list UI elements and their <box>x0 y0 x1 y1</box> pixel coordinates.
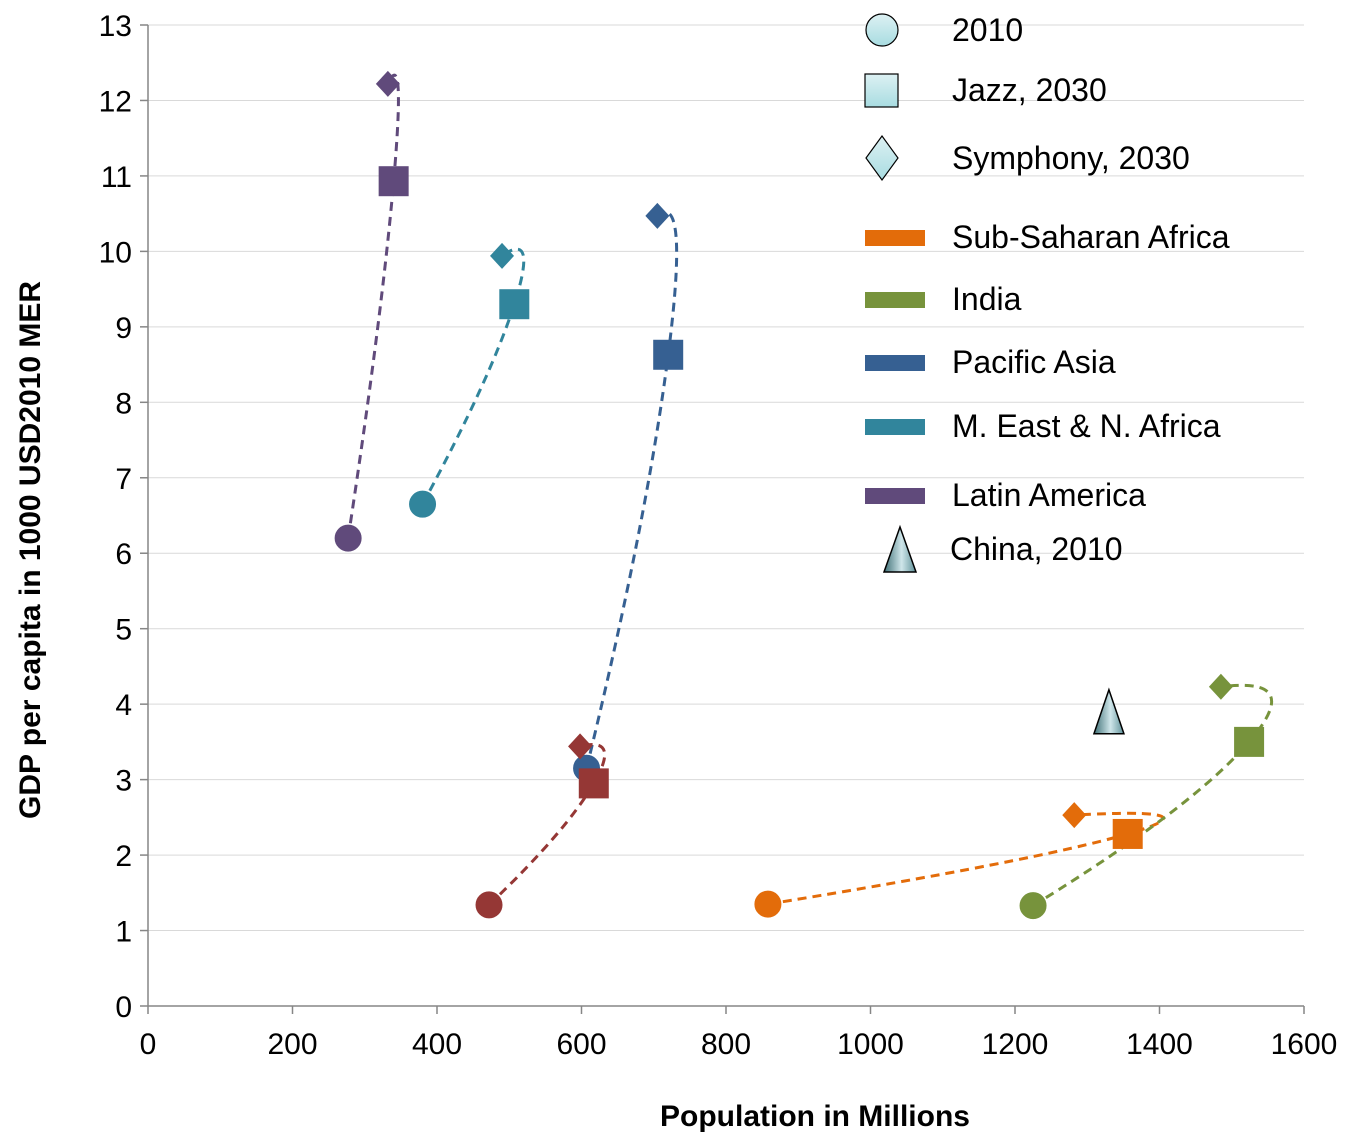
x-tick-label: 1000 <box>837 1028 904 1061</box>
legend-label: China, 2010 <box>950 531 1123 567</box>
series-connector-4 <box>346 73 400 539</box>
x-axis-title: Population in Millions <box>660 1100 970 1133</box>
legend-circle-icon <box>865 13 899 47</box>
y-tick-label: 2 <box>115 840 132 873</box>
point-symphony-2 <box>645 202 670 229</box>
x-tick-label: 200 <box>267 1028 317 1061</box>
y-tick-label: 4 <box>115 689 132 722</box>
axes <box>140 24 1305 1014</box>
y-tick-label: 12 <box>99 85 132 118</box>
series-markers <box>333 70 1265 921</box>
point-jazz-1 <box>1234 726 1265 757</box>
point-2010-5 <box>474 890 504 920</box>
x-tick-label: 1200 <box>982 1028 1049 1061</box>
y-tick-label: 0 <box>115 991 132 1024</box>
point-china-2010 <box>1092 687 1125 735</box>
y-tick-label: 1 <box>115 916 132 949</box>
point-symphony-4 <box>375 70 400 97</box>
legend-label: Latin America <box>952 477 1146 513</box>
legend: 2010 Jazz, 2030 Symphony, 2030 Sub-Saharan … <box>864 12 1230 573</box>
y-tick-label: 6 <box>115 538 132 571</box>
legend-label: Jazz, 2030 <box>952 72 1107 108</box>
y-tick-label: 8 <box>115 387 132 420</box>
point-2010-3 <box>408 489 438 519</box>
legend-label: 2010 <box>952 12 1023 48</box>
gridlines <box>148 24 1304 932</box>
y-tick-label: 10 <box>99 236 132 269</box>
point-2010-0 <box>753 889 783 919</box>
legend-square-icon <box>864 73 899 108</box>
point-2010-1 <box>1018 891 1048 921</box>
point-symphony-3 <box>490 242 515 269</box>
point-jazz-2 <box>653 339 684 370</box>
x-tick-label: 600 <box>556 1028 606 1061</box>
x-tick-label: 400 <box>412 1028 462 1061</box>
legend-label: M. East & N. Africa <box>952 408 1221 444</box>
legend-swatch-0 <box>865 230 925 246</box>
point-jazz-0 <box>1112 818 1143 849</box>
legend-label: Symphony, 2030 <box>952 140 1190 176</box>
point-symphony-1 <box>1208 673 1233 700</box>
y-tick-label: 11 <box>101 161 132 194</box>
x-tick-label: 800 <box>701 1028 751 1061</box>
series-connector-2 <box>585 210 679 769</box>
point-symphony-0 <box>1062 802 1087 829</box>
x-tick-label: 1600 <box>1271 1028 1338 1061</box>
y-tick-label: 3 <box>115 765 132 798</box>
legend-swatch-1 <box>865 292 925 308</box>
x-tick-label: 1400 <box>1126 1028 1193 1061</box>
legend-label: India <box>952 281 1022 317</box>
y-tick-label: 9 <box>115 312 132 345</box>
y-tick-label: 5 <box>115 614 132 647</box>
series-connector-0 <box>767 811 1165 906</box>
y-axis-title: GDP per capita in 1000 USD2010 MER <box>14 281 47 819</box>
legend-swatch-2 <box>865 355 925 371</box>
point-jazz-4 <box>378 166 409 197</box>
point-jazz-3 <box>499 289 530 320</box>
legend-swatch-3 <box>865 419 925 435</box>
x-tick-label: 0 <box>140 1028 157 1061</box>
legend-swatch-4 <box>865 488 925 504</box>
point-jazz-5 <box>578 768 609 799</box>
point-symphony-5 <box>568 733 593 760</box>
legend-label: Pacific Asia <box>952 344 1116 380</box>
legend-diamond-icon <box>865 134 899 182</box>
legend-triangle-icon <box>882 524 918 573</box>
point-2010-4 <box>333 523 363 553</box>
legend-label: Sub-Saharan Africa <box>952 219 1230 255</box>
y-tick-label: 13 <box>99 10 132 43</box>
series-connector-1 <box>1032 683 1274 907</box>
series-connector-3 <box>421 247 526 505</box>
y-tick-label: 7 <box>115 463 132 496</box>
